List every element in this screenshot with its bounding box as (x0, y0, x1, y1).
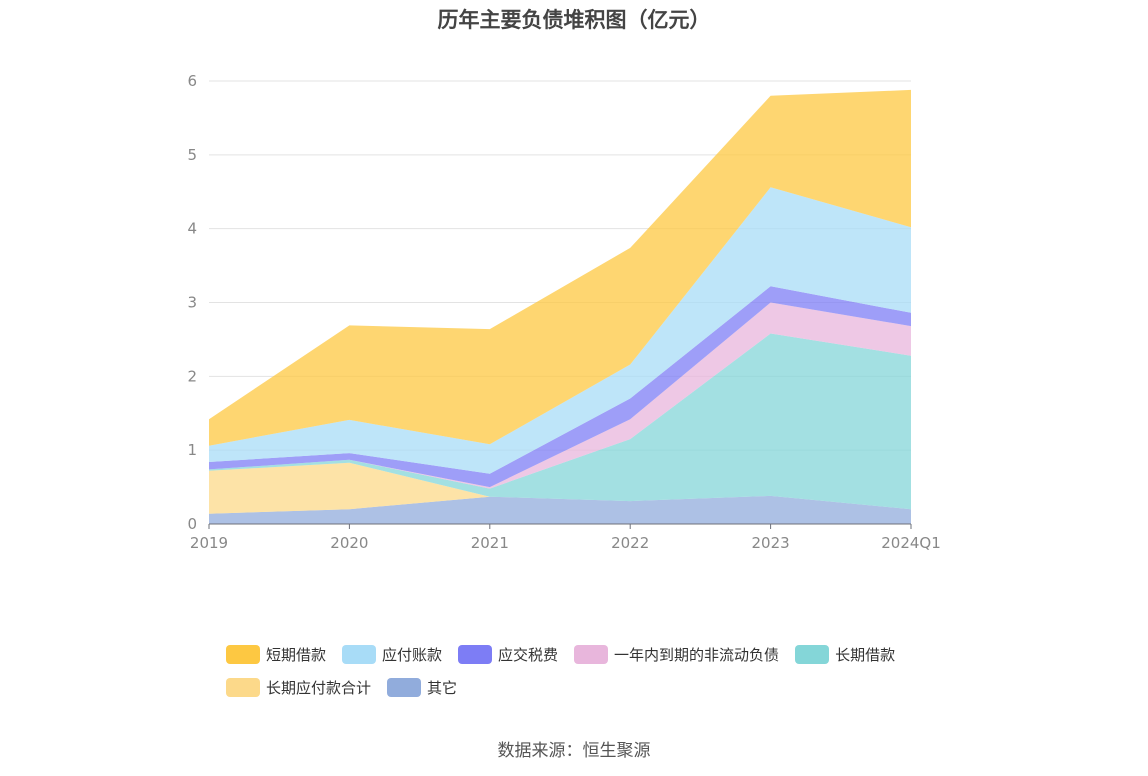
area-series-6 (209, 89, 911, 446)
axes: 0 1 2 3 4 5 6 2019 2020 2021 2022 2023 2024Q1 (187, 72, 940, 552)
legend-item[interactable]: 长期应付款合计 (226, 671, 371, 704)
legend-item[interactable]: 短期借款 (226, 638, 326, 671)
legend-label: 一年内到期的非流动负债 (614, 646, 780, 664)
legend-item[interactable]: 应交税费 (458, 638, 558, 671)
legend-label: 应付账款 (382, 646, 443, 664)
chart-title: 历年主要负债堆积图（亿元） (437, 8, 711, 32)
x-tick-label: 2021 (471, 534, 509, 552)
x-tick-label: 2020 (330, 534, 368, 552)
legend-swatch (342, 645, 377, 664)
legend-item[interactable]: 其它 (387, 671, 457, 704)
y-tick-label: 1 (187, 441, 197, 459)
x-tick-label: 2023 (752, 534, 790, 552)
legend-item[interactable]: 长期借款 (795, 638, 895, 671)
stacked-area-chart: 0 1 2 3 4 5 6 2019 2020 2021 2022 2023 2024Q1 (187, 72, 940, 552)
area-series-0 (209, 495, 911, 524)
y-tick-label: 6 (187, 72, 197, 90)
legend-label: 其它 (427, 679, 458, 697)
legend-swatch (458, 645, 493, 664)
area-series-5 (209, 187, 911, 474)
legend: 短期借款 应付账款 应交税费 一年内到期的非流动负债 长期借款长期应付款合计 其它 (226, 638, 986, 704)
legend-swatch (226, 645, 260, 664)
y-tick-label: 3 (187, 294, 197, 312)
legend-swatch (795, 645, 830, 664)
legend-swatch (387, 678, 422, 697)
legend-item[interactable]: 应付账款 (342, 638, 442, 671)
area-series-3 (209, 302, 911, 489)
legend-label: 长期借款 (835, 646, 896, 664)
x-tick-label: 2019 (190, 534, 228, 552)
legend-swatch (574, 645, 609, 664)
legend-label: 长期应付款合计 (266, 679, 372, 697)
data-source-note: 数据来源：恒生聚源 (497, 741, 651, 761)
x-tick-label: 2022 (611, 534, 649, 552)
area-series-4 (209, 286, 911, 488)
y-tick-label: 2 (187, 367, 197, 385)
y-tick-label: 4 (187, 220, 197, 238)
area-series-1 (209, 462, 911, 514)
legend-swatch (226, 678, 260, 697)
y-tick-label: 0 (187, 515, 197, 533)
legend-item[interactable]: 一年内到期的非流动负债 (574, 638, 779, 671)
area-series-2 (209, 333, 911, 510)
legend-label: 应交税费 (498, 646, 559, 664)
x-tick-label: 2024Q1 (881, 534, 941, 552)
area-series (209, 89, 911, 524)
y-tick-label: 5 (187, 146, 197, 164)
legend-label: 短期借款 (266, 646, 327, 664)
